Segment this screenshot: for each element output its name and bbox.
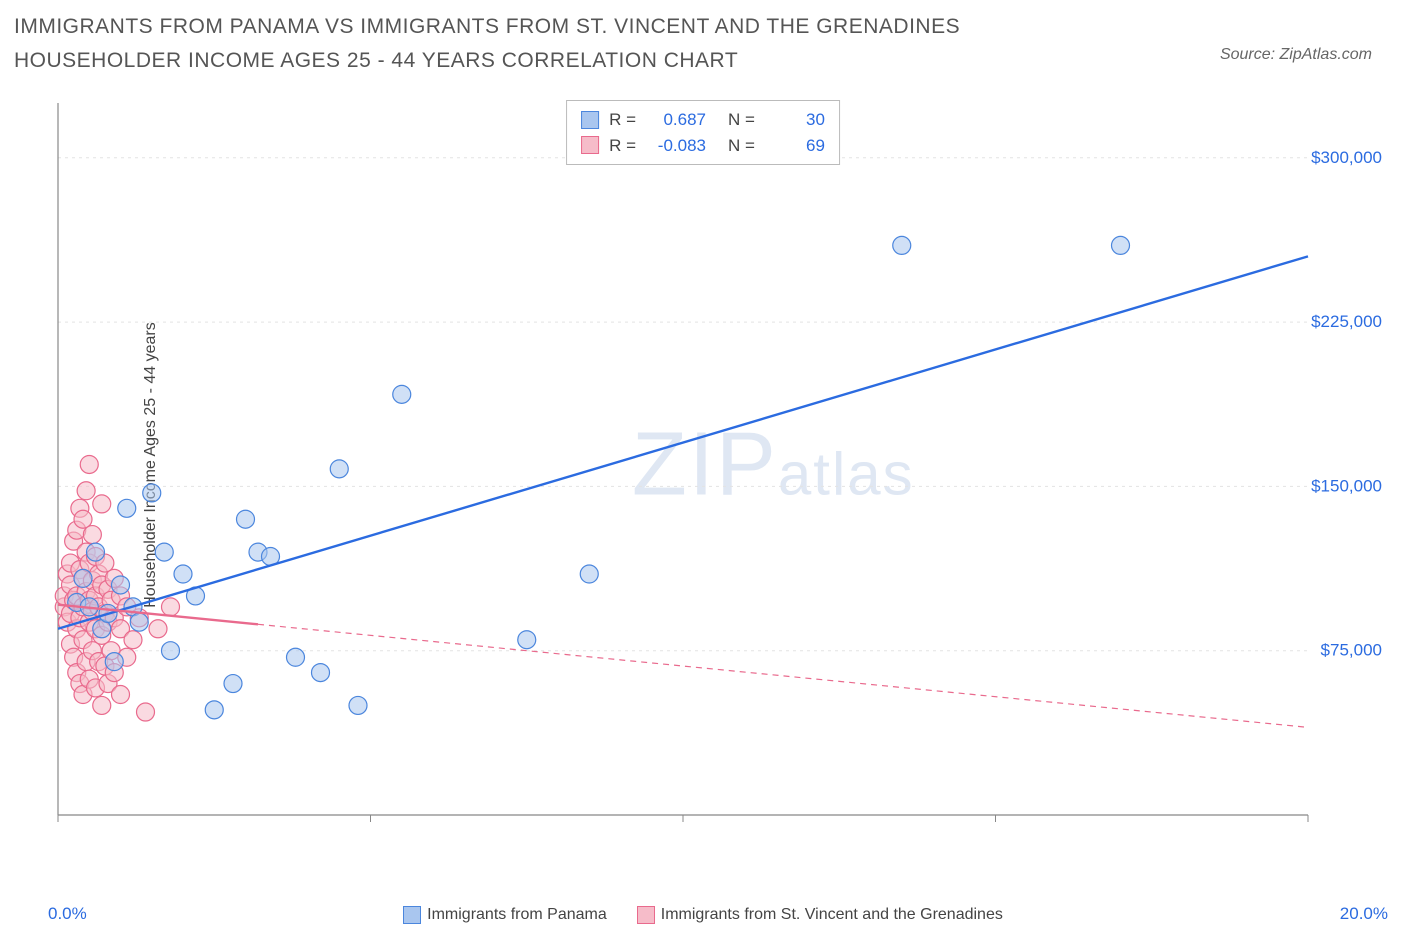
swatch-icon	[581, 111, 599, 129]
x-axis-labels: 0.0% 20.0%	[48, 904, 1388, 924]
legend-row: R =-0.083 N =69	[581, 133, 825, 159]
svg-text:$75,000: $75,000	[1321, 641, 1382, 660]
source-label: Source: ZipAtlas.com	[1220, 46, 1372, 64]
scatter-plot: $75,000 $150,000 $225,000 $300,000	[48, 95, 1388, 855]
svg-text:$300,000: $300,000	[1311, 148, 1382, 167]
svg-text:$150,000: $150,000	[1311, 476, 1382, 495]
correlation-legend: R =0.687 N =30 R =-0.083 N =69	[566, 100, 840, 165]
swatch-icon	[581, 136, 599, 154]
svg-text:$225,000: $225,000	[1311, 312, 1382, 331]
legend-row: R =0.687 N =30	[581, 107, 825, 133]
chart-title: IMMIGRANTS FROM PANAMA VS IMMIGRANTS FRO…	[14, 10, 1094, 77]
